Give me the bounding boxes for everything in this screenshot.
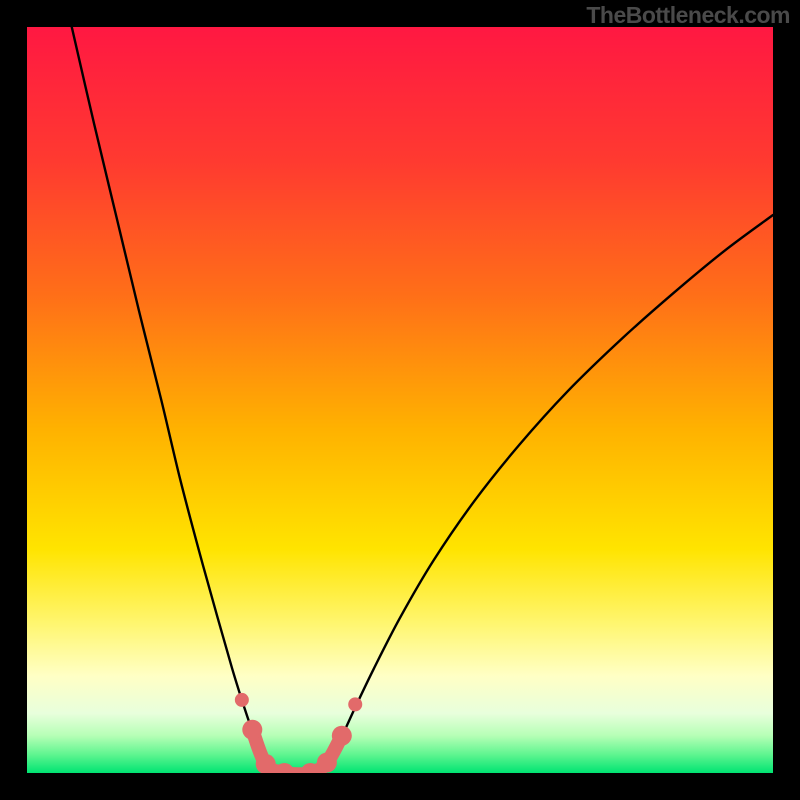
chart-frame: TheBottleneck.com <box>0 0 800 800</box>
optimal-zone-outer-dot <box>235 693 249 707</box>
optimal-zone-outer-dot <box>348 697 362 711</box>
bottleneck-curve-chart <box>0 0 800 800</box>
optimal-zone-marker <box>332 726 352 746</box>
optimal-zone-marker <box>317 753 337 773</box>
optimal-zone-marker <box>256 754 276 774</box>
gradient-background <box>27 27 773 773</box>
optimal-zone-marker <box>242 720 262 740</box>
